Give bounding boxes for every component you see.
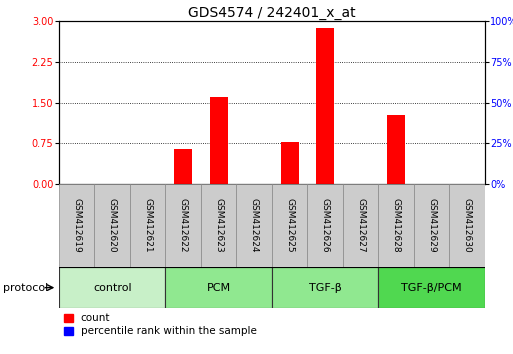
Bar [272, 184, 307, 267]
Bar [316, 28, 334, 184]
Text: GSM412626: GSM412626 [321, 198, 330, 253]
Bar [210, 97, 228, 184]
Text: GSM412624: GSM412624 [250, 199, 259, 253]
Bar [449, 184, 485, 267]
Text: GSM412621: GSM412621 [143, 198, 152, 253]
Bar [59, 267, 165, 308]
Bar [378, 267, 485, 308]
Title: GDS4574 / 242401_x_at: GDS4574 / 242401_x_at [188, 6, 356, 20]
Bar [94, 184, 130, 267]
Text: GSM412627: GSM412627 [356, 198, 365, 253]
Text: GSM412620: GSM412620 [108, 198, 117, 253]
Text: TGF-β/PCM: TGF-β/PCM [401, 282, 462, 293]
Text: GSM412619: GSM412619 [72, 198, 81, 253]
Bar [236, 184, 272, 267]
Bar [343, 184, 378, 267]
Text: protocol: protocol [3, 282, 48, 293]
Text: GSM412623: GSM412623 [214, 198, 223, 253]
Text: GSM412625: GSM412625 [285, 198, 294, 253]
Text: GSM412628: GSM412628 [391, 198, 401, 253]
Bar [387, 115, 405, 184]
Bar [272, 267, 378, 308]
Text: control: control [93, 282, 131, 293]
Bar [414, 184, 449, 267]
Legend: count, percentile rank within the sample: count, percentile rank within the sample [64, 313, 256, 336]
Bar [201, 184, 236, 267]
Bar [174, 149, 192, 184]
Text: PCM: PCM [207, 282, 231, 293]
Bar [59, 184, 94, 267]
Bar [165, 184, 201, 267]
Text: GSM412630: GSM412630 [463, 198, 471, 253]
Text: GSM412622: GSM412622 [179, 199, 188, 253]
Bar [307, 184, 343, 267]
Bar [378, 184, 414, 267]
Bar [130, 184, 165, 267]
Bar [165, 267, 272, 308]
Text: TGF-β: TGF-β [309, 282, 342, 293]
Text: GSM412629: GSM412629 [427, 198, 436, 253]
Bar [281, 142, 299, 184]
